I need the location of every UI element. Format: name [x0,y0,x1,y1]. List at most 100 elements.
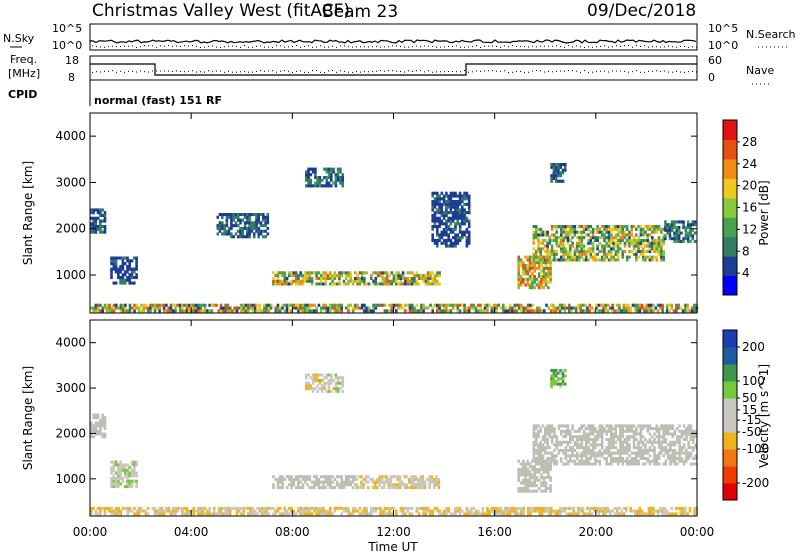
scatter-cell [607,258,611,262]
scatter-cell [406,276,409,280]
scatter-cell [212,509,216,513]
scatter-cell [630,233,634,237]
scatter-cell [171,506,175,510]
colorbar-tick-label: 16 [742,201,757,215]
scatter-cell [326,509,330,513]
scatter-cell [297,509,300,513]
scatter-cell [431,276,434,280]
scatter-cell [559,429,563,433]
scatter-cell [662,227,665,231]
scatter-cell [324,271,328,275]
scatter-cell [240,506,243,510]
scatter-cell [657,244,661,248]
scatter-cell [641,440,645,444]
nave-dot [432,71,433,73]
scatter-cell [356,274,359,278]
scatter-cell [612,443,615,447]
scatter-cell [281,475,284,479]
scatter-cell [582,448,586,452]
scatter-cell [689,446,693,450]
scatter-cell [605,255,608,259]
scatter-cell [433,477,436,481]
scatter-cell [533,286,536,290]
scatter-cell [596,435,599,439]
nave-tick-low: 0 [708,71,715,84]
scatter-cell [319,309,323,313]
scatter-cell [591,446,595,450]
velocity-heatmap [90,369,699,516]
scatter-cell [445,233,448,237]
scatter-cell [349,475,353,479]
nave-dot [260,70,261,71]
scatter-cell [199,303,202,307]
scatter-cell [517,459,520,463]
scatter-cell [639,429,643,433]
scatter-cell [269,306,273,310]
scatter-cell [408,282,412,286]
scatter-cell [290,303,293,307]
scatter-cell [410,475,413,479]
scatter-cell [449,219,453,223]
scatter-cell [524,470,527,474]
scatter-cell [616,227,620,231]
scatter-cell [133,267,136,271]
y-tick-label: 2000 [55,222,86,236]
scatter-cell [283,282,287,286]
scatter-cell [607,427,611,431]
scatter-cell [594,459,597,463]
scatter-cell [451,200,455,204]
scatter-cell [422,509,425,513]
scatter-cell [364,475,368,479]
scatter-cell [197,506,200,510]
scatter-cell [119,463,122,467]
scatter-cell [467,241,471,245]
scatter-cell [388,303,391,307]
scatter-cell [135,512,139,516]
scatter-cell [614,225,618,229]
scatter-cell [550,238,554,242]
scatter-cell [648,255,652,259]
scatter-cell [632,432,636,436]
scatter-cell [614,258,618,262]
scatter-cell [215,303,218,307]
scatter-cell [556,309,560,313]
scatter-cell [267,306,271,310]
scatter-cell [304,506,307,510]
scatter-cell [442,227,446,231]
scatter-cell [684,512,687,516]
scatter-cell [130,471,134,475]
scatter-cell [662,424,665,428]
scatter-cell [236,218,240,222]
scatter-cell [336,170,340,174]
scatter-cell [301,486,305,490]
scatter-cell [685,454,688,458]
scatter-cell [616,250,620,254]
scatter-cell [99,303,102,307]
scatter-cell [278,506,282,510]
scatter-cell [619,241,622,245]
nave-dot [316,70,317,71]
scatter-cell [552,377,556,381]
scatter-cell [600,432,604,436]
scatter-cell [537,244,540,248]
scatter-cell [244,306,248,310]
scatter-cell [589,432,593,436]
scatter-cell [637,424,640,428]
scatter-cell [128,306,132,310]
scatter-cell [92,216,95,220]
scatter-cell [664,448,668,452]
scatter-cell [542,255,546,259]
scatter-cell [463,303,466,307]
scatter-cell [94,222,98,226]
scatter-cell [119,276,122,280]
scatter-cell [532,238,536,242]
scatter-cell [429,271,432,275]
scatter-cell [121,262,125,266]
scatter-cell [517,489,520,493]
scatter-cell [255,213,258,217]
nave-dot [680,71,681,73]
scatter-cell [537,429,540,433]
scatter-cell [550,377,553,381]
scatter-cell [582,252,586,256]
scatter-cell [669,427,672,431]
